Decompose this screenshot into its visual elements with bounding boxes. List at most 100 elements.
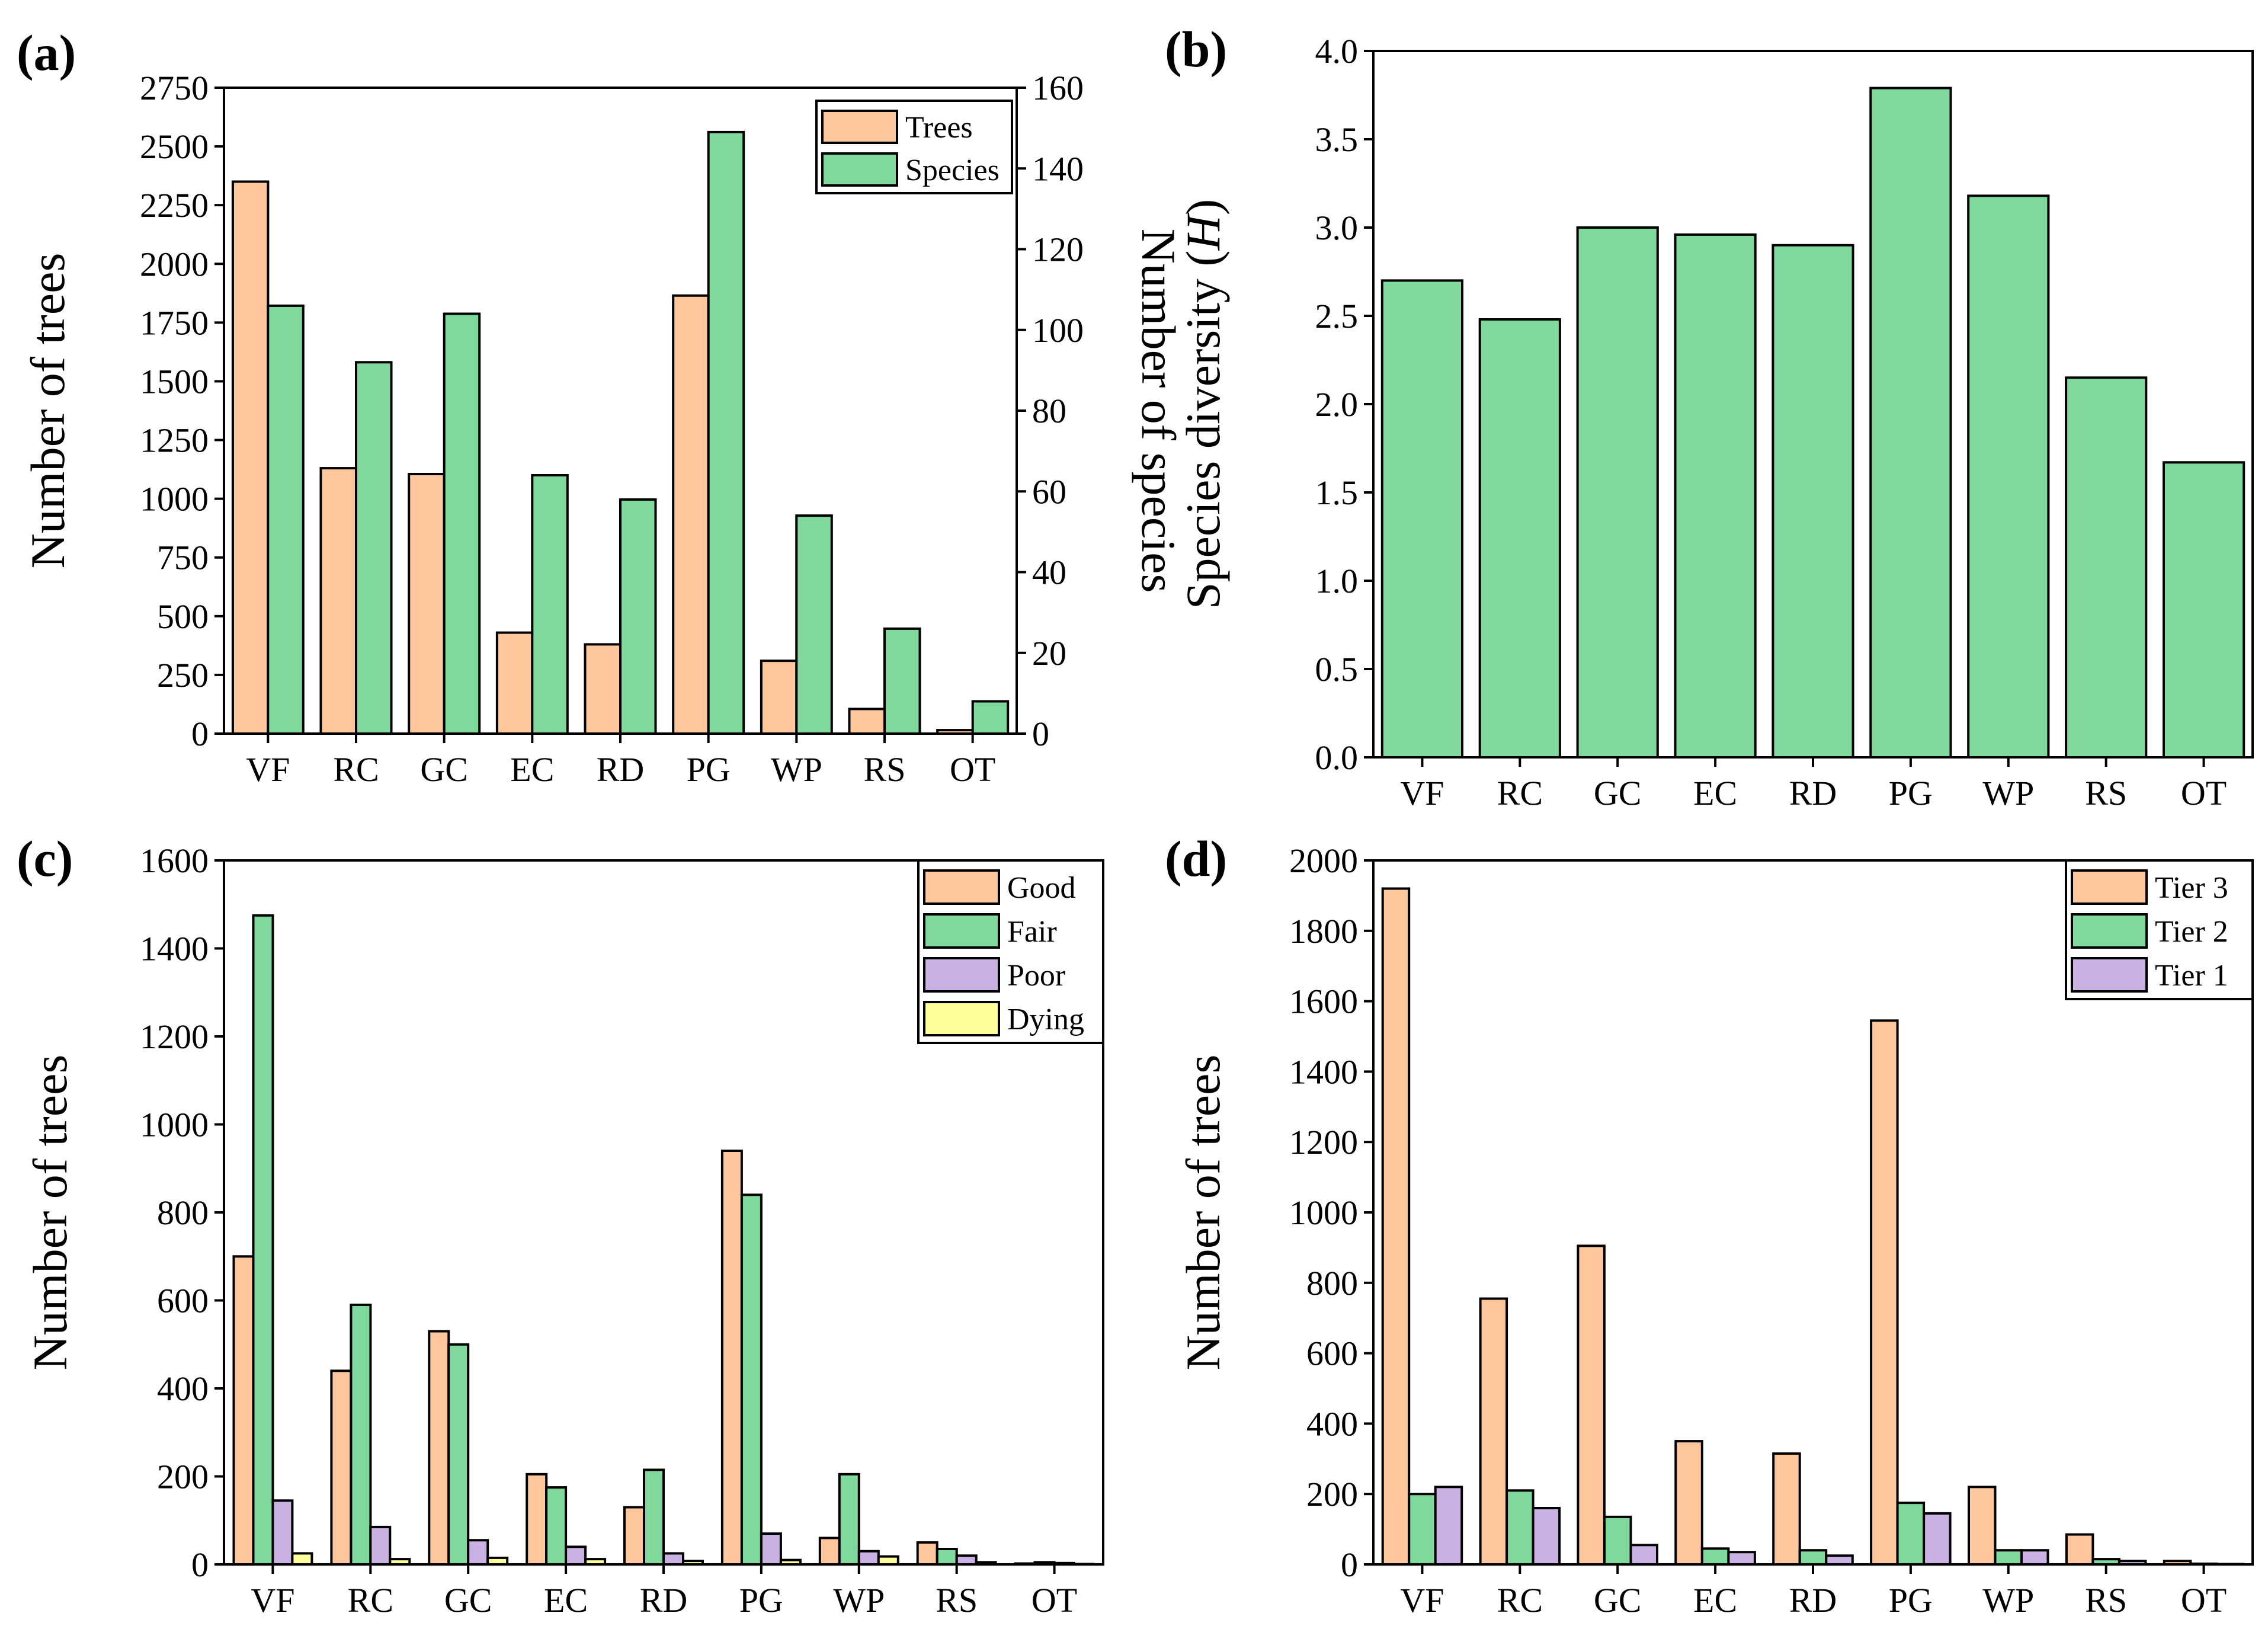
legend-swatch-d-tier-1 [2071, 957, 2148, 993]
bar-d-tier-1-gc [1629, 1544, 1658, 1566]
y2-tick-label-a: 20 [1032, 634, 1066, 673]
bar-c-dying-wp [877, 1555, 899, 1566]
y2-tick-label-a: 40 [1032, 553, 1066, 592]
bar-a-trees-vf [231, 180, 270, 735]
bar-a-trees-pg [672, 294, 710, 735]
bar-c-good-wp [818, 1537, 841, 1566]
legend-swatch-d-tier-2 [2071, 913, 2148, 949]
bar-d-tier-1-ec [1727, 1551, 1756, 1566]
bar-a-trees-rs [848, 708, 886, 735]
bar-d-tier-2-ec [1700, 1547, 1730, 1566]
y-tick-label-b: 1.0 [1315, 562, 1359, 600]
y-axis-title-d: Number of trees [1176, 1055, 1230, 1371]
x-tick-label-a-wp: WP [771, 750, 822, 789]
y2-axis-title-a: Number of species [1132, 229, 1186, 593]
y-tick-label-d: 1000 [1289, 1193, 1358, 1232]
bar-c-good-rc [330, 1369, 353, 1566]
bar-d-tier-3-wp [1968, 1486, 1997, 1566]
bar-c-fair-vf [252, 914, 274, 1566]
x-tick-label-b-wp: WP [1982, 774, 2034, 812]
bar-c-good-vf [232, 1255, 255, 1566]
chart-panel-c: 0 200 400 600 800 1000 1200 1400 1600 VF RC GC EC RD P… [17, 830, 1104, 1620]
bar-c-good-gc [428, 1330, 450, 1566]
y-tick-label-c: 1200 [140, 1017, 209, 1056]
bar-a-species-ot [971, 700, 1010, 735]
y-tick-label-d: 2000 [1289, 841, 1358, 880]
bar-a-species-vf [267, 304, 305, 735]
y-tick-label-a: 2750 [140, 69, 209, 107]
y-tick-label-d: 600 [1306, 1334, 1358, 1373]
y-tick-label-b: 2.5 [1315, 297, 1359, 335]
bar-a-trees-wp [760, 660, 798, 735]
bar-b-species-diversity-rd [1772, 244, 1854, 759]
bar-d-tier-3-gc [1577, 1244, 1606, 1566]
bar-d-tier-2-gc [1603, 1515, 1632, 1566]
bar-a-trees-gc [408, 473, 446, 735]
x-tick-label-b-rd: RD [1789, 774, 1837, 812]
bar-a-trees-rc [319, 467, 357, 735]
bar-c-dying-vf [291, 1552, 313, 1566]
bar-c-poor-ec [565, 1545, 587, 1566]
bar-d-tier-3-ec [1674, 1440, 1703, 1566]
x-tick-label-c-rd: RD [640, 1581, 688, 1620]
y-tick-label-d: 400 [1306, 1404, 1358, 1443]
x-tick-label-c-rc: RC [348, 1581, 393, 1620]
y-tick-label-c: 600 [157, 1282, 209, 1320]
bar-d-tier-1-rc [1532, 1507, 1561, 1566]
legend-label-c-good: Good [1007, 871, 1076, 905]
bar-c-poor-rd [662, 1552, 684, 1566]
x-tick-label-b-ec: EC [1693, 774, 1737, 812]
bar-d-tier-1-wp [2020, 1549, 2049, 1566]
y-axis-title-a: Number of trees [21, 253, 75, 569]
bar-c-good-pg [720, 1150, 743, 1566]
bar-d-tier-2-rc [1505, 1489, 1535, 1566]
bar-d-tier-1-rd [1825, 1554, 1854, 1566]
x-tick-label-c-ot: OT [1032, 1581, 1077, 1620]
y-tick-label-c: 1400 [140, 930, 209, 968]
x-tick-label-c-gc: GC [444, 1581, 492, 1620]
legend-c: Good Fair Poor Dying [917, 859, 1104, 1044]
y-tick-label-a: 1750 [140, 303, 209, 342]
legend-label-d-tier-2: Tier 2 [2155, 915, 2228, 949]
y-tick-label-c: 800 [157, 1193, 209, 1232]
y-tick-label-a: 2500 [140, 127, 209, 166]
y2-tick-label-a: 0 [1032, 715, 1049, 753]
y-tick-label-a: 1000 [140, 480, 209, 519]
panel-label-c: (c) [17, 830, 73, 887]
x-tick-label-c-wp: WP [833, 1581, 885, 1620]
y-tick-label-d: 800 [1306, 1264, 1358, 1302]
bar-d-tier-2-pg [1896, 1502, 1926, 1566]
y-tick-label-a: 2000 [140, 245, 209, 283]
y-tick-label-c: 400 [157, 1369, 209, 1408]
bar-a-species-wp [795, 514, 833, 735]
bar-c-poor-vf [271, 1499, 294, 1566]
y-tick-label-d: 200 [1306, 1475, 1358, 1513]
bar-d-tier-3-pg [1870, 1019, 1899, 1566]
y-tick-label-b: 0.5 [1315, 650, 1359, 689]
bar-a-species-gc [443, 312, 481, 735]
bar-b-species-diversity-rs [2065, 376, 2148, 759]
y-tick-label-b: 1.5 [1315, 473, 1359, 512]
y-tick-label-d: 1600 [1289, 982, 1358, 1021]
bar-a-trees-rd [584, 643, 622, 735]
legend-swatch-c-good [923, 869, 1000, 905]
y-tick-label-a: 1500 [140, 362, 209, 401]
y-tick-label-b: 0.0 [1315, 738, 1359, 777]
x-tick-label-d-ot: OT [2181, 1581, 2227, 1620]
y2-tick-label-a: 140 [1032, 149, 1084, 188]
legend-d: Tier 3 Tier 2 Tier 1 [2065, 859, 2254, 1000]
y2-tick-label-a: 160 [1032, 69, 1084, 107]
x-tick-label-d-rs: RS [2085, 1581, 2127, 1620]
bar-c-good-rs [916, 1541, 938, 1566]
y-tick-label-b: 2.0 [1315, 385, 1359, 424]
x-tick-label-a-vf: VF [246, 750, 290, 789]
x-tick-label-b-gc: GC [1594, 774, 1642, 812]
x-tick-label-d-pg: PG [1889, 1581, 1933, 1620]
x-tick-label-b-rs: RS [2085, 774, 2127, 812]
bar-d-tier-3-rs [2065, 1533, 2094, 1566]
y-tick-label-a: 500 [157, 597, 209, 636]
x-tick-label-a-ot: OT [950, 750, 995, 789]
bar-d-tier-2-vf [1408, 1493, 1437, 1566]
legend-swatch-c-dying [923, 1001, 1000, 1036]
x-tick-label-c-rs: RS [936, 1581, 978, 1620]
